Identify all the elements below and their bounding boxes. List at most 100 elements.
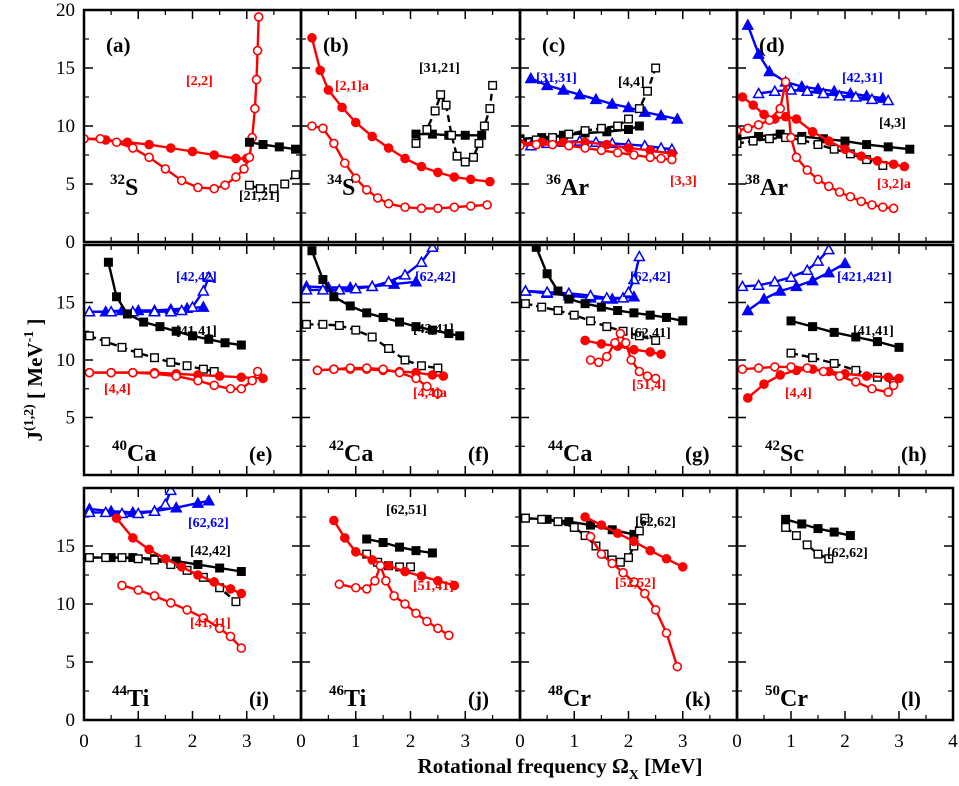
- panel-letter: (k): [685, 687, 711, 711]
- point-J2: [150, 353, 160, 363]
- series-line-J1: [741, 96, 905, 168]
- point-J2: [569, 310, 579, 320]
- point-J2: [148, 504, 161, 516]
- band-[3,3]: [520, 137, 677, 165]
- point-J2: [182, 604, 192, 615]
- point-J2: [131, 506, 145, 519]
- point-J2: [220, 180, 230, 190]
- point-J1: [671, 112, 684, 124]
- point-J2: [394, 367, 405, 378]
- point-J1: [411, 129, 421, 139]
- band-[42,42]: [84, 270, 216, 317]
- band-label: [51,41]: [413, 579, 454, 594]
- point-J1: [601, 139, 612, 150]
- point-J1: [433, 167, 443, 178]
- band-label: [31,21]: [419, 61, 460, 76]
- point-J2: [160, 164, 171, 174]
- point-J2: [584, 289, 597, 301]
- point-J1: [187, 146, 198, 157]
- nucleus-label: 36Ar: [546, 172, 589, 201]
- point-J1: [629, 344, 639, 355]
- point-J1: [894, 342, 904, 352]
- point-J2: [786, 132, 796, 143]
- panel-series: [84, 257, 268, 394]
- band-label: [2,2]: [186, 74, 213, 89]
- x-tick-label: 2: [624, 731, 634, 752]
- x-axis-label: Rotational frequency: [418, 754, 608, 778]
- point-J1: [752, 47, 765, 59]
- point-J2: [361, 584, 372, 594]
- point-J2: [349, 282, 363, 294]
- point-J1: [605, 97, 619, 109]
- panel-letter: (f): [468, 442, 489, 466]
- band-label: [41,41]: [853, 324, 894, 339]
- point-J2: [800, 84, 814, 96]
- point-J2: [351, 325, 361, 335]
- point-J1: [629, 536, 639, 547]
- point-J2: [596, 549, 607, 559]
- point-J1: [383, 560, 394, 571]
- band-label: [62,41]: [630, 326, 671, 341]
- band-[62,51]: [362, 534, 437, 572]
- point-J2: [247, 375, 257, 386]
- panel-series: [520, 63, 684, 165]
- point-J2: [585, 531, 596, 542]
- nucleus-mass: 44: [112, 683, 128, 699]
- point-J2: [824, 554, 834, 564]
- point-J1: [557, 83, 570, 95]
- point-J1: [215, 563, 225, 573]
- point-J2: [651, 335, 661, 345]
- point-J1: [813, 524, 823, 534]
- point-J1: [383, 143, 394, 153]
- point-J2: [244, 180, 254, 190]
- point-J2: [202, 270, 216, 282]
- point-J2: [182, 361, 192, 371]
- point-J2: [520, 513, 530, 523]
- point-J1: [220, 338, 230, 348]
- x-tick-label: 0: [732, 731, 742, 752]
- point-J1: [524, 71, 538, 84]
- point-J2: [175, 304, 188, 316]
- point-J2: [444, 630, 454, 641]
- point-J2: [193, 182, 203, 193]
- point-J1: [759, 379, 769, 389]
- point-J2: [867, 200, 877, 210]
- point-J2: [651, 63, 661, 73]
- point-J2: [737, 279, 749, 292]
- point-J2: [133, 348, 143, 358]
- point-J2: [613, 121, 623, 131]
- panel-letter: (e): [249, 442, 272, 466]
- point-J2: [318, 319, 328, 329]
- point-J2: [128, 143, 138, 153]
- point-J1: [103, 257, 113, 267]
- point-J2: [622, 285, 635, 297]
- point-J2: [629, 150, 639, 160]
- point-J2: [786, 348, 796, 358]
- point-J1: [225, 584, 236, 594]
- x-axis-unit: [MeV]: [644, 754, 702, 778]
- point-J2: [485, 104, 495, 114]
- point-J1: [542, 269, 552, 279]
- band-[41,41]: [111, 513, 247, 653]
- band-label: [21,21]: [239, 189, 280, 204]
- point-J2: [615, 557, 625, 567]
- band-label: [41,41]: [190, 616, 231, 631]
- point-J2: [149, 591, 160, 601]
- panel-series: [737, 245, 904, 403]
- panel-f: [62,42] [42,41] [4,4]a (f) 42Ca: [299, 243, 522, 477]
- point-J2: [616, 291, 630, 303]
- panel-h: [421,421] [41,41] [4,4] (h) 42Sc: [735, 243, 955, 477]
- point-J2: [250, 103, 260, 114]
- nucleus-mass: 34: [327, 172, 343, 188]
- point-J2: [800, 263, 814, 276]
- panel-letter: (g): [685, 442, 710, 466]
- band-[4,4]a: [312, 363, 449, 399]
- y-tick-label: 10: [56, 116, 75, 137]
- point-J2: [452, 151, 462, 161]
- point-J2: [624, 114, 634, 124]
- point-J1: [427, 325, 437, 335]
- point-J2: [193, 375, 203, 386]
- point-J1: [624, 124, 634, 134]
- point-J1: [214, 371, 225, 381]
- point-J1: [861, 371, 872, 381]
